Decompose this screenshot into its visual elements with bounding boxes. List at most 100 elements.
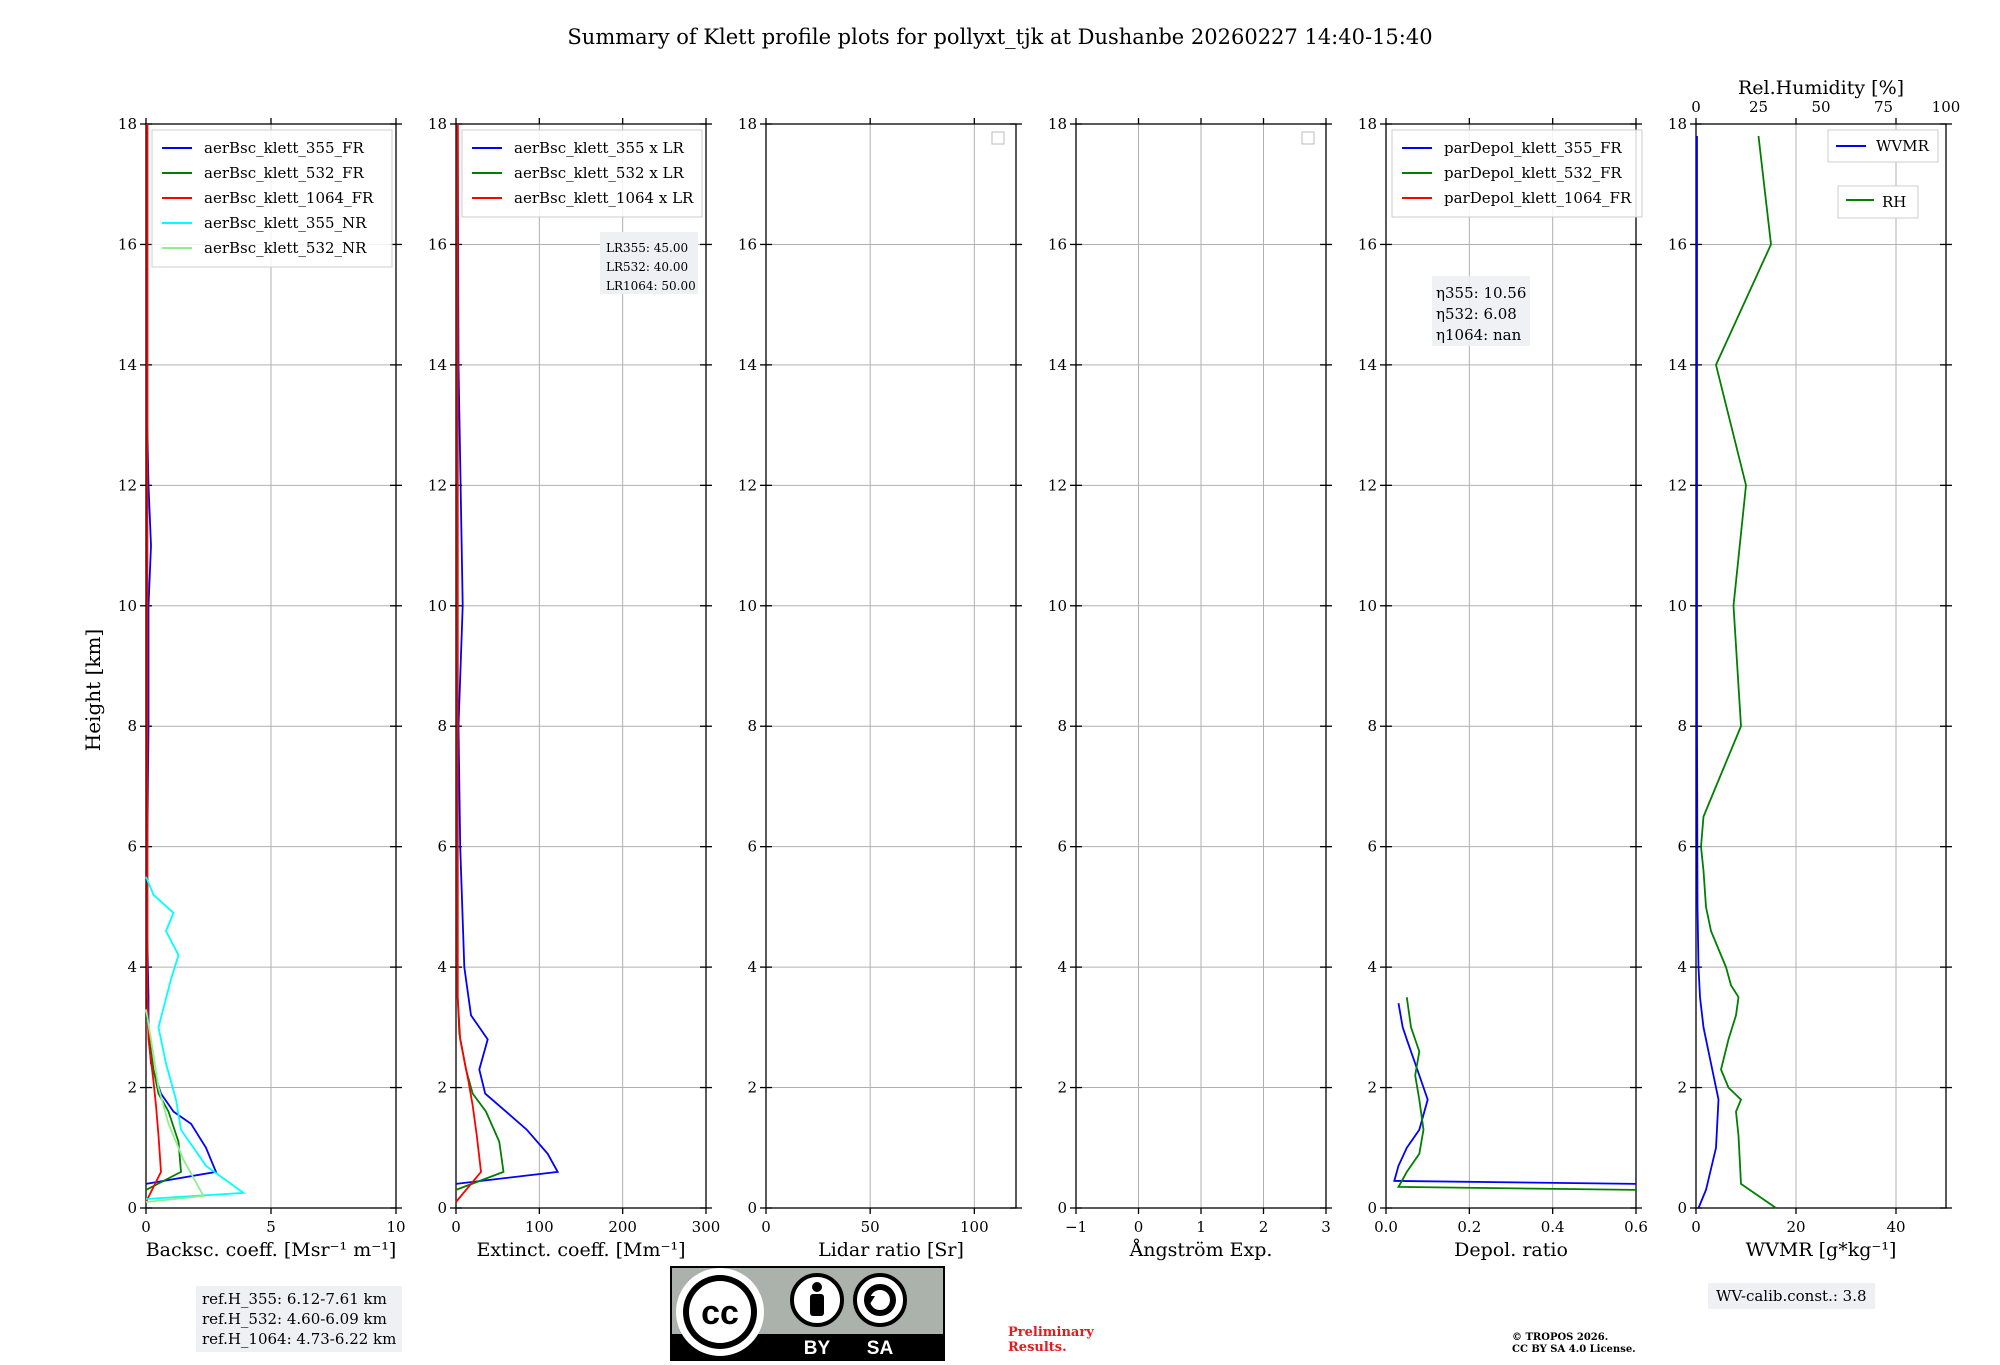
y-axis-label: Height [km] xyxy=(81,629,105,751)
y-tick-label: 4 xyxy=(1367,958,1377,976)
series-RH xyxy=(1700,135,1777,1209)
cc-license-badge[interactable]: cc BY SA xyxy=(670,1266,945,1361)
y-tick-label: 8 xyxy=(747,717,757,735)
y-tick-label: 10 xyxy=(428,597,447,615)
ref-height-532: ref.H_532: 4.60-6.09 km xyxy=(202,1310,387,1328)
legend-box xyxy=(1837,185,1919,219)
y-tick-label: 16 xyxy=(428,235,447,253)
x-tick-label: 3 xyxy=(1321,1218,1331,1236)
y-tick-label: 6 xyxy=(1057,838,1067,856)
cc-by-label: BY xyxy=(804,1338,831,1359)
series-WVMR xyxy=(1696,136,1720,1209)
x-tick-label: 0.4 xyxy=(1541,1218,1565,1236)
x-tick-label: 5 xyxy=(266,1218,276,1236)
top-x-tick-label: 50 xyxy=(1811,98,1830,116)
eta-label: η532: 6.08 xyxy=(1436,305,1517,323)
series-aerBsc_klett_1064 x LR xyxy=(455,124,482,1203)
x-tick-label: 0 xyxy=(141,1218,151,1236)
legend-label: aerBsc_klett_355_NR xyxy=(204,214,367,232)
y-tick-label: 2 xyxy=(1057,1079,1067,1097)
legend-label: aerBsc_klett_532_NR xyxy=(204,239,367,257)
series-aerBsc_klett_532_NR xyxy=(145,1009,205,1203)
y-tick-label: 16 xyxy=(118,235,137,253)
x-axis-label: Extinct. coeff. [Mm⁻¹] xyxy=(476,1239,685,1261)
x-tick-label: 0.6 xyxy=(1624,1218,1648,1236)
legend-label: parDepol_klett_355_FR xyxy=(1444,139,1622,157)
x-tick-label: 0 xyxy=(1134,1218,1144,1236)
lr-label: LR1064: 50.00 xyxy=(606,279,696,293)
y-tick-label: 18 xyxy=(738,115,757,133)
lr-box xyxy=(600,232,698,294)
preliminary-line-1: Preliminary xyxy=(1008,1325,1094,1340)
y-tick-label: 14 xyxy=(118,356,137,374)
x-tick-label: −1 xyxy=(1065,1218,1087,1236)
lr-label: LR532: 40.00 xyxy=(606,260,688,274)
ref-height-355: ref.H_355: 6.12-7.61 km xyxy=(202,1290,387,1308)
x-tick-label: 40 xyxy=(1886,1218,1905,1236)
y-tick-label: 14 xyxy=(428,356,447,374)
top-x-tick-label: 100 xyxy=(1932,98,1961,116)
y-tick-label: 12 xyxy=(738,476,757,494)
panel-depol: 0 2 4 6 8 10 12 14 16 18 0.0 0.2 0.4 0.6 Depol. ratio p… xyxy=(1358,115,1648,1261)
legend-label: parDepol_klett_1064_FR xyxy=(1444,189,1632,207)
ref-height-1064: ref.H_1064: 4.73-6.22 km xyxy=(202,1330,397,1348)
y-tick-label: 10 xyxy=(738,597,757,615)
y-tick-label: 2 xyxy=(127,1079,137,1097)
series-aerBsc_klett_532_FR xyxy=(145,124,182,1191)
y-tick-label: 18 xyxy=(1668,115,1687,133)
x-tick-label: 1 xyxy=(1196,1218,1206,1236)
axes-frame xyxy=(455,123,707,1209)
y-tick-label: 6 xyxy=(747,838,757,856)
legend-label: WVMR xyxy=(1876,137,1930,155)
series-aerBsc_klett_355_NR xyxy=(145,876,247,1200)
y-tick-label: 8 xyxy=(127,717,137,735)
series-aerBsc_klett_532 x LR xyxy=(455,124,505,1191)
series-aerBsc_klett_355 x LR xyxy=(455,123,560,1185)
y-tick-label: 18 xyxy=(118,115,137,133)
y-tick-label: 16 xyxy=(1358,235,1377,253)
y-tick-label: 18 xyxy=(1358,115,1377,133)
legend-label: aerBsc_klett_532 x LR xyxy=(514,164,685,182)
copyright-note: © TROPOS 2026. CC BY SA 4.0 License. xyxy=(1512,1332,1636,1356)
legend-label: aerBsc_klett_1064_FR xyxy=(204,189,374,207)
series-aerBsc_klett_1064_FR xyxy=(145,124,162,1203)
y-tick-label: 0 xyxy=(747,1199,757,1217)
x-tick-label: 10 xyxy=(386,1218,405,1236)
x-tick-label: 200 xyxy=(608,1218,637,1236)
y-tick-label: 2 xyxy=(747,1079,757,1097)
y-tick-label: 14 xyxy=(1668,356,1687,374)
series-parDepol_klett_355_FR xyxy=(1393,1003,1637,1185)
lr-label: LR355: 45.00 xyxy=(606,241,688,255)
y-tick-label: 6 xyxy=(1677,838,1687,856)
x-tick-label: 300 xyxy=(692,1218,721,1236)
x-tick-label: 0.0 xyxy=(1374,1218,1398,1236)
x-tick-label: 2 xyxy=(1259,1218,1269,1236)
y-tick-label: 4 xyxy=(1057,958,1067,976)
x-tick-label: 20 xyxy=(1786,1218,1805,1236)
legend-label: RH xyxy=(1882,193,1906,211)
x-tick-label: 0.2 xyxy=(1457,1218,1481,1236)
axes-frame xyxy=(1385,123,1637,1209)
y-tick-label: 2 xyxy=(1367,1079,1377,1097)
y-tick-label: 8 xyxy=(1367,717,1377,735)
top-x-tick-label: 25 xyxy=(1749,98,1768,116)
legend-label: aerBsc_klett_355_FR xyxy=(204,139,364,157)
y-tick-label: 8 xyxy=(437,717,447,735)
y-tick-label: 16 xyxy=(1668,235,1687,253)
legend-label: aerBsc_klett_355 x LR xyxy=(514,139,685,157)
empty-legend-box xyxy=(991,131,1005,145)
y-tick-label: 14 xyxy=(738,356,757,374)
y-tick-label: 10 xyxy=(1668,597,1687,615)
wv-calib-constant: WV-calib.const.: 3.8 xyxy=(1708,1283,1875,1309)
y-tick-label: 2 xyxy=(1677,1079,1687,1097)
y-tick-label: 4 xyxy=(747,958,757,976)
x-axis-label: Backsc. coeff. [Msr⁻¹ m⁻¹] xyxy=(146,1239,397,1261)
y-tick-label: 4 xyxy=(1677,958,1687,976)
y-tick-label: 10 xyxy=(1048,597,1067,615)
y-tick-label: 0 xyxy=(127,1199,137,1217)
top-x-tick-label: 0 xyxy=(1691,98,1701,116)
figure-title: Summary of Klett profile plots for polly… xyxy=(567,25,1432,49)
